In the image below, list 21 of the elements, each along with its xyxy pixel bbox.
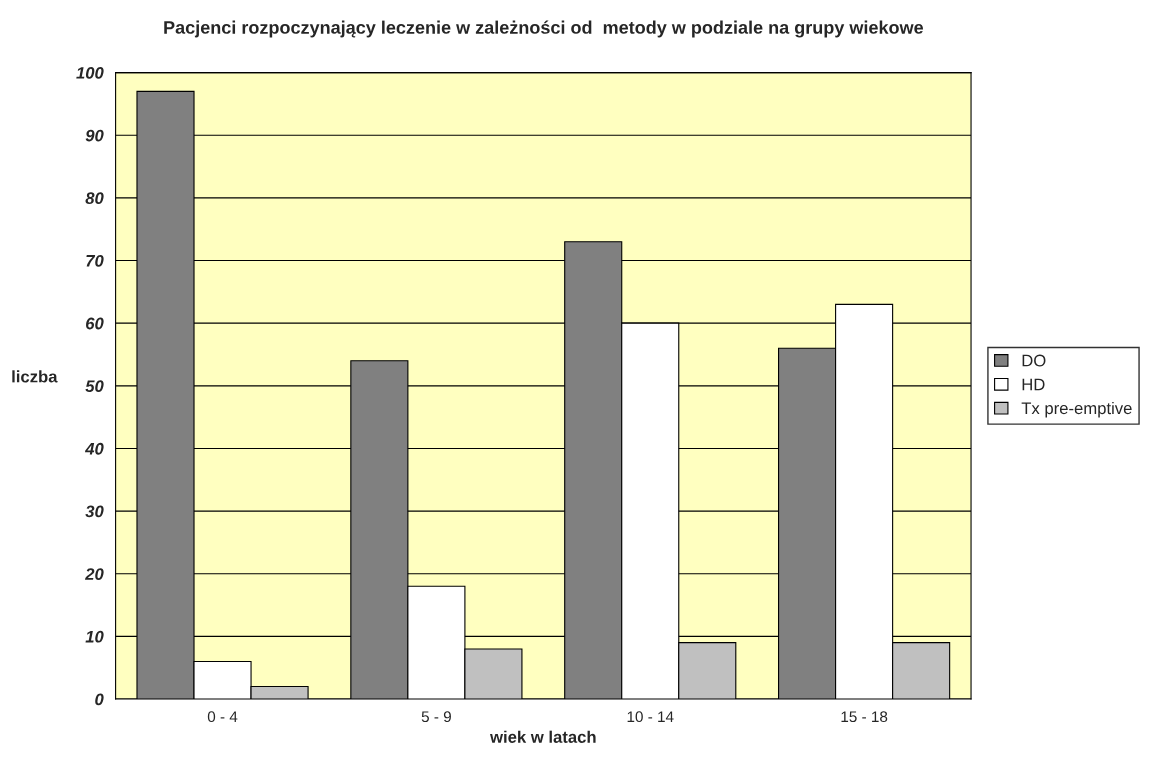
legend-label: Tx pre-emptive [1021,401,1132,418]
x-tick-label: 15 - 18 [841,711,888,723]
y-tick-label: 0 [95,693,104,706]
y-tick-label: 100 [76,66,104,79]
legend-label: HD [1022,378,1045,391]
y-tick-label: 10 [85,630,104,643]
y-tick-label: 90 [85,129,104,142]
x-axis-title: wiek w latach [490,730,596,743]
x-tick-label: 10 - 14 [627,711,674,723]
y-tick-label: 70 [86,254,104,267]
y-axis-title: liczba [12,370,58,383]
y-tick-label: 60 [86,317,104,330]
chart-title: Pacjenci rozpoczynający leczenie w zależności od metody w podziale na grupy wiekowe [164,20,924,38]
x-tick-label: 5 - 9 [421,711,451,723]
x-tick-label: 0 - 4 [207,711,238,723]
legend-label: DO [1022,354,1046,367]
y-tick-label: 40 [84,442,104,455]
y-tick-label: 30 [85,505,104,518]
y-tick-label: 80 [85,192,104,205]
y-tick-label: 20 [85,568,104,580]
y-tick-label: 50 [85,380,104,393]
